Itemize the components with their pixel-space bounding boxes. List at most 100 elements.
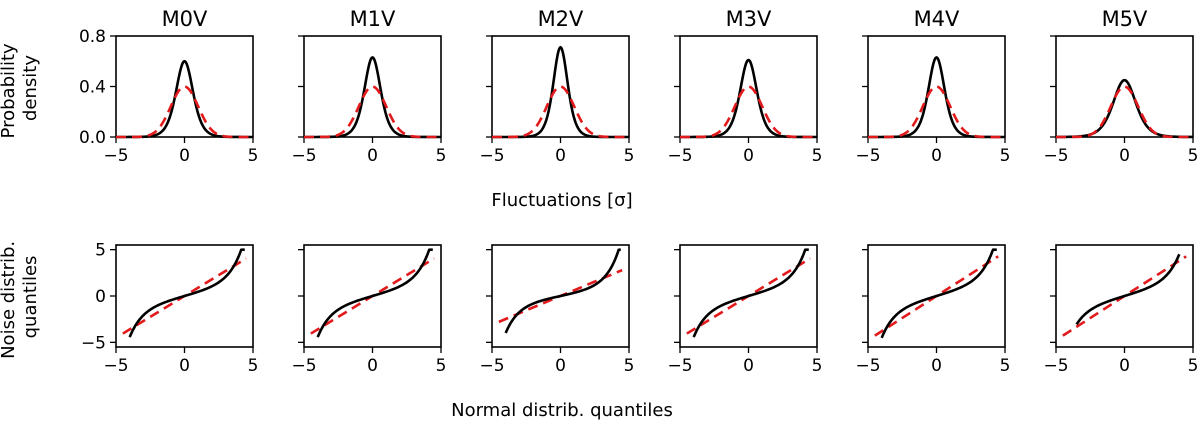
qq-data-line	[504, 248, 621, 334]
x-tick-label: 0	[555, 146, 566, 166]
qq-plot-m3v: −5 0 5	[667, 244, 823, 376]
qq-data-line	[1075, 253, 1181, 326]
x-tick-label: −5	[667, 356, 692, 376]
top-y-axis-label-line-1: Probability	[0, 43, 19, 138]
density-plot-m0v: −5 0 5 0.0 0.4 0.8	[79, 27, 258, 166]
panel-title: M0V	[162, 7, 208, 31]
x-tick-label: 5	[436, 356, 447, 376]
density-plot-m3v: −5 0 5	[667, 35, 823, 166]
y-tick-label: 0.4	[79, 78, 106, 98]
x-tick-label: 5	[624, 146, 635, 166]
x-tick-label: 5	[812, 146, 823, 166]
density-plot-m4v: −5 0 5	[855, 35, 1011, 166]
x-tick-label: 5	[812, 356, 823, 376]
noise-density-line	[1056, 78, 1193, 139]
y-tick-label: 0	[95, 287, 106, 307]
qq-data-line	[692, 248, 809, 338]
x-tick-label: −5	[1043, 356, 1068, 376]
qq-plot-m4v: −5 0 5	[855, 244, 1011, 376]
panel-title: M3V	[726, 7, 772, 31]
x-tick-label: 0	[931, 356, 942, 376]
x-tick-label: 5	[248, 356, 259, 376]
panel-m5v: M5V −5 0 5 −5 0 5	[1043, 7, 1198, 376]
normal-density-line	[304, 85, 441, 139]
x-tick-label: −5	[291, 146, 316, 166]
qq-data-line	[880, 248, 997, 339]
x-tick-label: −5	[291, 356, 316, 376]
bottom-x-axis-label: Normal distrib. quantiles	[451, 400, 673, 421]
x-tick-label: 0	[555, 356, 566, 376]
panel-title: M5V	[1102, 7, 1148, 31]
qq-data-line	[128, 248, 245, 338]
noise-density-line	[868, 56, 1005, 139]
plot-frame	[1055, 35, 1194, 138]
x-tick-label: 5	[1000, 356, 1011, 376]
x-tick-label: 0	[367, 356, 378, 376]
density-plot-m5v: −5 0 5	[1043, 35, 1199, 166]
bottom-y-axis-label-line-1: Noise distrib.	[0, 241, 19, 359]
y-tick-label: −5	[81, 333, 106, 353]
y-tick-label: 0.0	[79, 128, 106, 148]
x-tick-label: −5	[103, 146, 128, 166]
top-y-axis-label: Probability density	[0, 38, 41, 139]
top-y-axis-label-line-2: density	[20, 55, 41, 121]
density-plot-m2v: −5 0 5	[479, 35, 635, 166]
panel-title: M2V	[538, 7, 584, 31]
x-tick-label: 5	[1188, 146, 1199, 166]
x-tick-label: 5	[1000, 146, 1011, 166]
x-tick-label: −5	[479, 146, 504, 166]
x-tick-label: 5	[1188, 356, 1199, 376]
plot-frame	[115, 35, 254, 138]
x-tick-label: −5	[103, 356, 128, 376]
x-tick-label: 5	[248, 146, 259, 166]
qq-plot-m0v: −5 0 5 −5 0 5	[81, 241, 258, 376]
normal-density-line	[116, 85, 253, 139]
panel-title: M4V	[914, 7, 960, 31]
x-tick-label: −5	[667, 146, 692, 166]
panel-m1v: M1V −5 0 5 −5 0 5	[291, 7, 446, 376]
panel-m0v: M0V −5 0 5 0.0 0.4 0.8 −5 0 5 −5 0 5	[79, 7, 258, 376]
qq-plot-m2v: −5 0 5	[479, 244, 635, 376]
y-tick-label: 5	[95, 241, 106, 261]
noise-density-line	[304, 56, 441, 139]
panel-m4v: M4V −5 0 5 −5 0 5	[855, 7, 1010, 376]
noise-density-line	[680, 58, 817, 139]
x-tick-label: 0	[367, 146, 378, 166]
x-tick-label: 0	[179, 146, 190, 166]
plot-frame	[303, 35, 442, 138]
x-tick-label: 0	[1119, 356, 1130, 376]
density-plot-m1v: −5 0 5	[291, 35, 447, 166]
panel-title: M1V	[350, 7, 396, 31]
x-tick-label: 5	[624, 356, 635, 376]
normal-density-line	[680, 85, 817, 139]
normal-density-line	[492, 85, 629, 139]
panels: M0V −5 0 5 0.0 0.4 0.8 −5 0 5 −5 0 5 M1V −5 0 5 −5 0 5 M2V −5…	[79, 7, 1198, 376]
x-tick-label: 0	[179, 356, 190, 376]
qq-data-line	[316, 248, 433, 338]
noise-density-line	[116, 59, 253, 139]
x-tick-label: 0	[743, 146, 754, 166]
top-x-axis-label: Fluctuations [σ]	[491, 190, 632, 211]
x-tick-label: 0	[931, 146, 942, 166]
qq-plot-m5v: −5 0 5	[1043, 244, 1199, 376]
x-tick-label: −5	[479, 356, 504, 376]
x-tick-label: 0	[1119, 146, 1130, 166]
x-tick-label: −5	[855, 356, 880, 376]
normal-density-line	[868, 85, 1005, 139]
x-tick-label: 0	[743, 356, 754, 376]
plot-frame	[867, 35, 1006, 138]
x-tick-label: 5	[436, 146, 447, 166]
qq-plot-m1v: −5 0 5	[291, 244, 447, 376]
noise-density-line	[492, 45, 629, 139]
panel-m3v: M3V −5 0 5 −5 0 5	[667, 7, 822, 376]
y-tick-label: 0.8	[79, 27, 106, 47]
bottom-y-axis-label: Noise distrib. quantiles	[0, 235, 41, 359]
x-tick-label: −5	[855, 146, 880, 166]
normal-density-line	[1056, 85, 1193, 139]
bottom-y-axis-label-line-2: quantiles	[20, 256, 41, 339]
plot-frame	[679, 35, 818, 138]
plot-frame	[491, 35, 630, 138]
x-tick-label: −5	[1043, 146, 1068, 166]
panel-m2v: M2V −5 0 5 −5 0 5	[479, 7, 634, 376]
